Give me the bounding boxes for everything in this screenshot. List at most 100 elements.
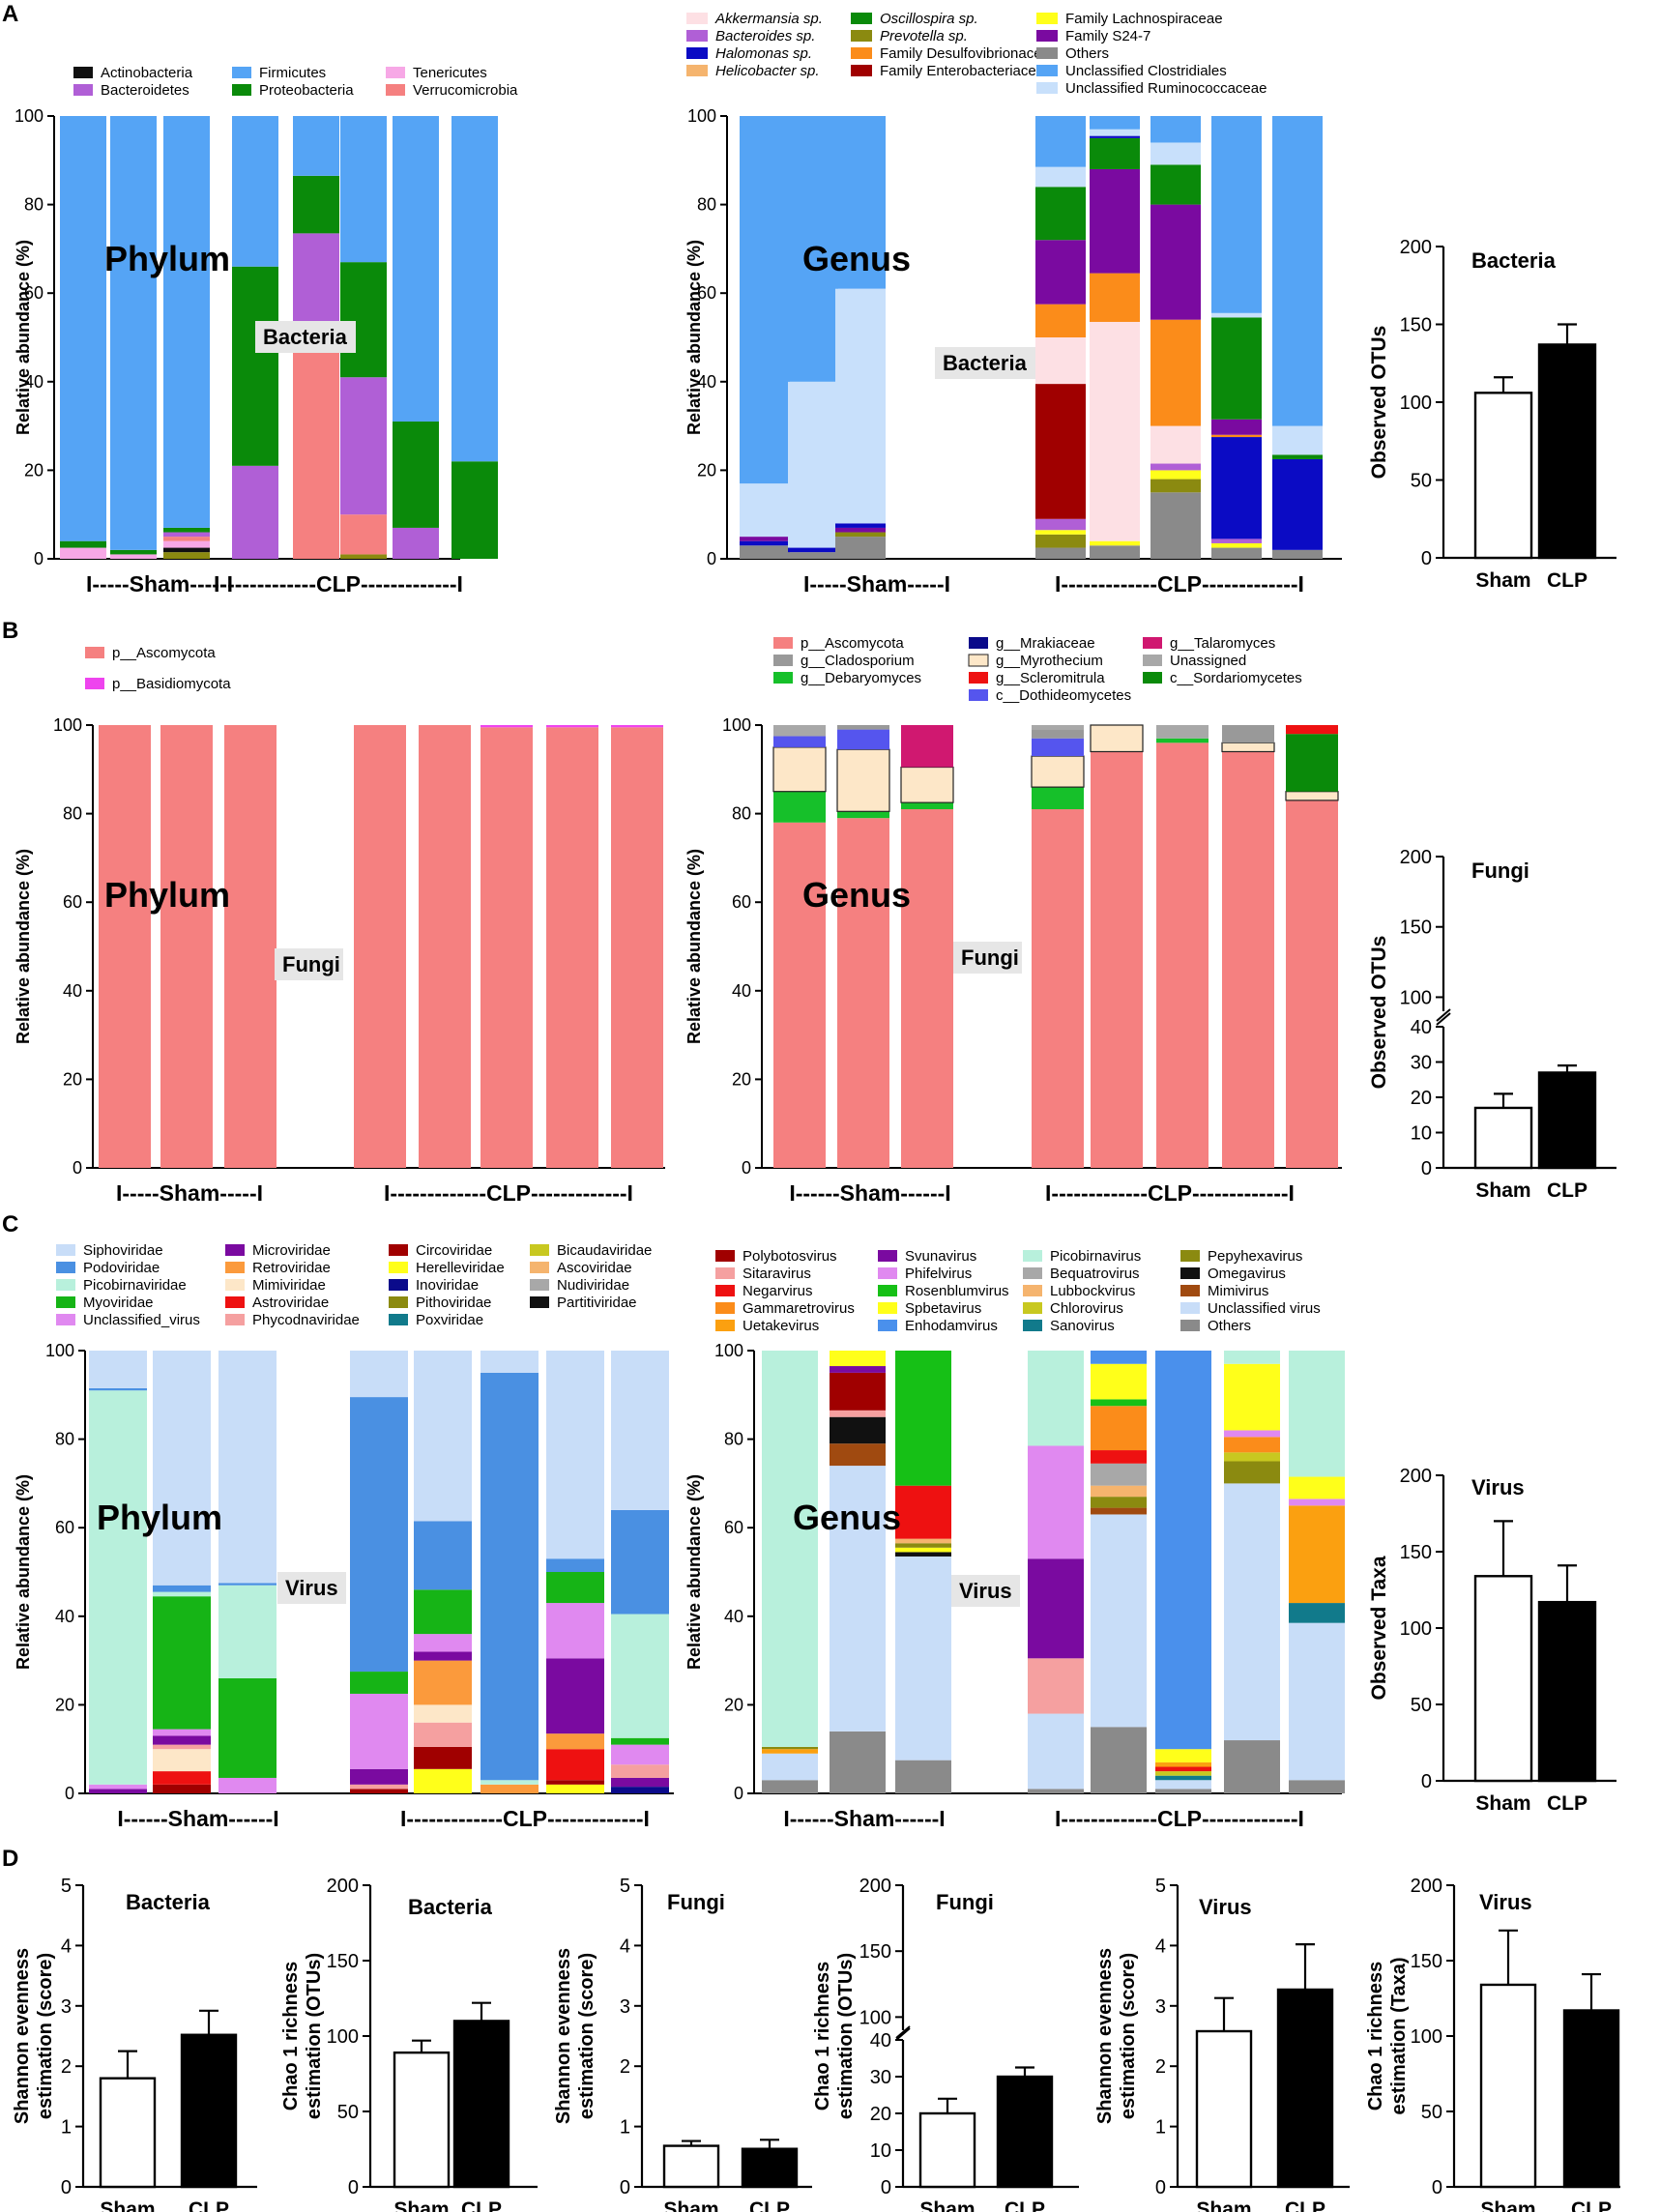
legend-label: Ascoviridae bbox=[557, 1260, 632, 1276]
bar-segment bbox=[354, 725, 406, 1168]
legend-swatch bbox=[1023, 1285, 1042, 1296]
y-tick-label: 0 bbox=[73, 1158, 82, 1178]
bar-segment bbox=[611, 1787, 669, 1793]
legend-swatch bbox=[773, 672, 793, 684]
bar-segment bbox=[1150, 425, 1201, 464]
y-tick-label: 0 bbox=[34, 549, 44, 568]
bar-segment bbox=[837, 811, 889, 819]
bar-segment bbox=[895, 1538, 951, 1544]
y-tick-label: 200 bbox=[327, 1876, 359, 1897]
bar-segment bbox=[1090, 135, 1140, 138]
chart-title: Phylum bbox=[104, 875, 230, 915]
bar-segment bbox=[895, 1485, 951, 1539]
bar-segment bbox=[1155, 1749, 1211, 1762]
chart-title: Phylum bbox=[104, 239, 230, 278]
bar-segment bbox=[830, 1731, 886, 1793]
bar-segment bbox=[901, 725, 953, 768]
bar-segment bbox=[1155, 1766, 1211, 1772]
chart-d6: 0 50 100 150 200 Sham CLP Virus Chao 1 richness e… bbox=[1365, 1876, 1620, 2212]
bar-segment bbox=[1211, 434, 1262, 438]
chart-title: Genus bbox=[802, 875, 911, 915]
x-tick-label: CLP bbox=[1547, 1792, 1587, 1815]
bar-segment bbox=[218, 1351, 277, 1584]
legend-label: Partitiviridae bbox=[557, 1295, 637, 1311]
legend-swatch bbox=[389, 1244, 408, 1256]
bar-segment bbox=[1091, 1514, 1147, 1728]
x-tick-label: CLP bbox=[749, 2198, 790, 2212]
bar-sham bbox=[1473, 1106, 1533, 1170]
bar-segment bbox=[1289, 1505, 1345, 1604]
y-tick-label: 30 bbox=[870, 2067, 891, 2088]
y-tick-label: 5 bbox=[1155, 1876, 1166, 1897]
y-tick-label: 0 bbox=[734, 1784, 743, 1803]
bar-segment bbox=[163, 540, 210, 548]
legend-label: Bequatrovirus bbox=[1050, 1266, 1140, 1282]
legend-swatch bbox=[386, 67, 405, 78]
panel-letter-b: B bbox=[2, 618, 18, 644]
bar-segment bbox=[762, 1753, 818, 1781]
bar-segment bbox=[350, 1784, 408, 1790]
bar-segment bbox=[830, 1443, 886, 1467]
legend-swatch bbox=[530, 1279, 549, 1291]
bar-segment bbox=[1224, 1351, 1280, 1364]
kingdom-label: Bacteria bbox=[263, 325, 348, 349]
legend-swatch bbox=[1180, 1320, 1200, 1331]
legend-swatch bbox=[225, 1314, 245, 1325]
legend-swatch bbox=[715, 1320, 735, 1331]
bar-segment bbox=[1032, 725, 1084, 730]
bar-segment bbox=[340, 554, 387, 559]
y-axis-label: Observed Taxa bbox=[1368, 1556, 1390, 1700]
bar-segment bbox=[1150, 319, 1201, 426]
legend-label: Retroviridae bbox=[252, 1260, 331, 1276]
bar-segment bbox=[1150, 116, 1201, 143]
y-tick-label: 40 bbox=[24, 372, 44, 392]
y-axis-label: Shannon evenness estimation (score) bbox=[553, 1948, 597, 2124]
legend-swatch bbox=[1036, 82, 1058, 94]
bar-segment bbox=[414, 1722, 472, 1747]
bar-segment bbox=[1035, 240, 1086, 305]
legend-swatch bbox=[386, 84, 405, 96]
bar-segment bbox=[481, 1780, 539, 1785]
bar-segment bbox=[153, 1735, 211, 1745]
bar-segment bbox=[1272, 425, 1323, 455]
bar-segment bbox=[1155, 1775, 1211, 1781]
bar-segment bbox=[546, 1658, 604, 1734]
bar-segment bbox=[611, 1764, 669, 1778]
legend-label: Chlorovirus bbox=[1050, 1300, 1123, 1317]
legend-label: Tenericutes bbox=[413, 65, 487, 81]
bar-segment bbox=[481, 1351, 539, 1373]
legend-label: Pithoviridae bbox=[416, 1295, 491, 1311]
legend-label: Herelleviridae bbox=[416, 1260, 505, 1276]
y-tick-label: 0 bbox=[1432, 2177, 1442, 2198]
legend-swatch bbox=[530, 1296, 549, 1308]
kingdom-label: Fungi bbox=[282, 952, 340, 976]
y-axis-label: Chao 1 richness estimation (OTUs) bbox=[812, 1953, 857, 2119]
legend-label: Bicaudaviridae bbox=[557, 1242, 652, 1259]
legend-label: Negarvirus bbox=[743, 1283, 813, 1299]
legend-swatch bbox=[686, 65, 708, 76]
legend-swatch bbox=[1036, 47, 1058, 59]
legend-label: Halomonas sp. bbox=[715, 45, 812, 62]
bar-segment bbox=[837, 818, 889, 1168]
y-tick-label: 0 bbox=[1421, 1158, 1432, 1179]
chart-title: Virus bbox=[1471, 1475, 1525, 1499]
bar-segment bbox=[1035, 337, 1086, 385]
bar-sham bbox=[662, 2144, 720, 2189]
bar-segment bbox=[99, 725, 151, 1168]
bar-segment bbox=[830, 1372, 886, 1411]
bar-segment bbox=[1272, 549, 1323, 559]
legend-swatch bbox=[686, 30, 708, 42]
bar-segment bbox=[740, 483, 790, 538]
y-tick-label: 20 bbox=[870, 2104, 891, 2125]
bar-segment bbox=[1285, 791, 1339, 801]
bar-clp bbox=[180, 2033, 238, 2189]
y-tick-label: 200 bbox=[1411, 1876, 1442, 1897]
y-tick-label: 60 bbox=[24, 283, 44, 303]
y-tick-label: 20 bbox=[55, 1695, 74, 1714]
legend-swatch bbox=[1036, 13, 1058, 24]
chart-a3: 0 50 100 150 200 Sham CLP Bacteria Observed OTUs bbox=[1368, 237, 1616, 592]
y-tick-label: 0 bbox=[620, 2177, 630, 2198]
y-tick-label: 40 bbox=[63, 981, 82, 1001]
legend-swatch bbox=[1180, 1250, 1200, 1262]
legend-swatch bbox=[773, 655, 793, 666]
